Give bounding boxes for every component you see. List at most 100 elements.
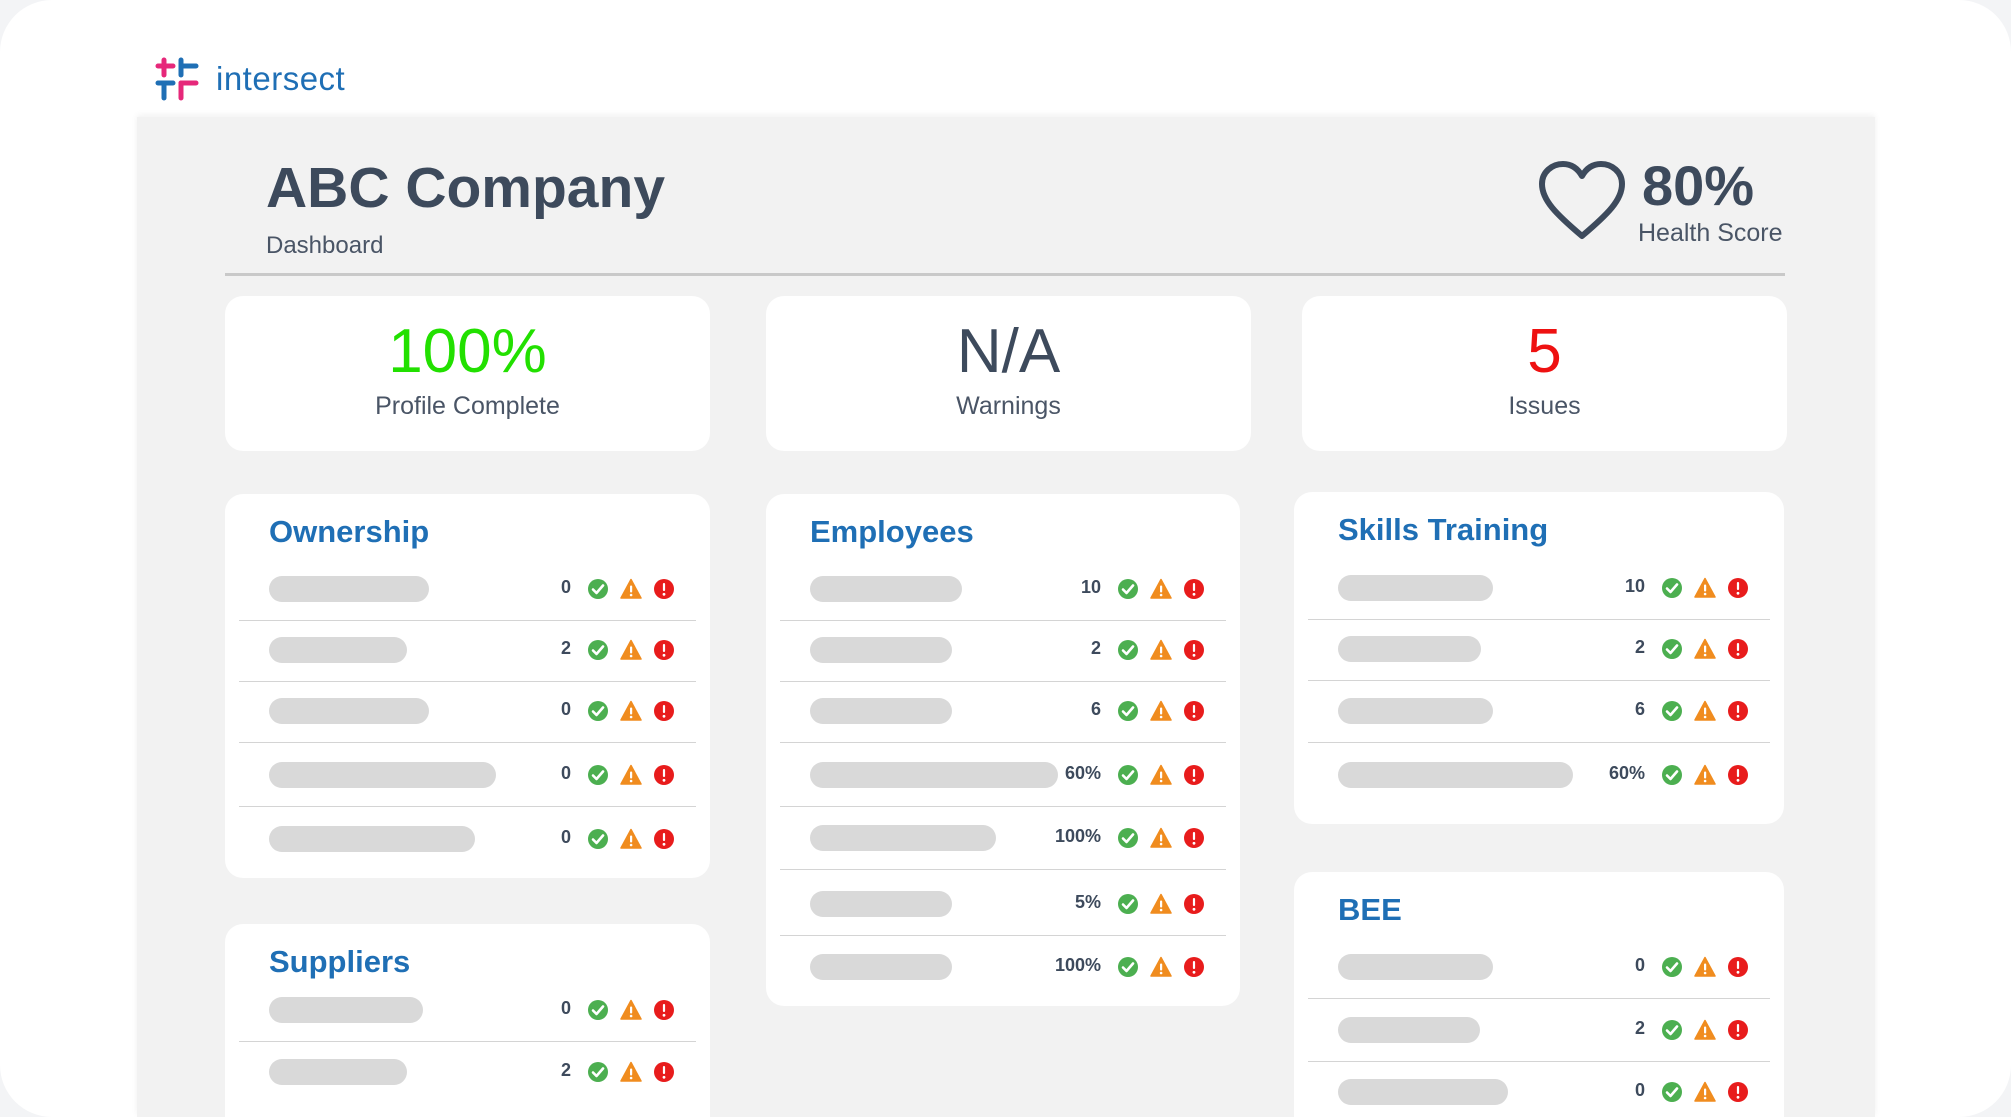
placeholder-label-bar: [810, 825, 996, 851]
stat-label: Issues: [1508, 392, 1581, 420]
placeholder-label-bar: [1338, 762, 1573, 788]
warning-triangle-icon: [1694, 577, 1716, 598]
row-value: 2: [1090, 638, 1101, 658]
check-circle-icon: [588, 579, 608, 599]
placeholder-label-bar: [810, 762, 1058, 788]
warning-triangle-icon: [620, 700, 642, 721]
check-circle-icon: [1662, 1082, 1682, 1102]
check-circle-icon: [588, 1000, 608, 1020]
error-circle-icon: [1184, 957, 1204, 977]
card-skills-training[interactable]: Skills Training 10 2 6 60%: [1294, 492, 1784, 824]
error-circle-icon: [1184, 701, 1204, 721]
list-item[interactable]: 0: [1308, 936, 1770, 999]
list-item[interactable]: 0: [1308, 1061, 1770, 1117]
list-item[interactable]: 10: [1308, 557, 1770, 620]
warning-triangle-icon: [1150, 639, 1172, 660]
check-circle-icon: [1662, 639, 1682, 659]
check-circle-icon: [588, 640, 608, 660]
list-item[interactable]: 6: [780, 680, 1226, 743]
row-value: 6: [1090, 699, 1101, 719]
error-circle-icon: [1184, 828, 1204, 848]
check-circle-icon: [1118, 765, 1138, 785]
card-suppliers[interactable]: Suppliers 0 2: [225, 924, 710, 1117]
list-item[interactable]: 2: [780, 619, 1226, 682]
card-ownership[interactable]: Ownership 0 2 0 0 0: [225, 494, 710, 878]
error-circle-icon: [1184, 765, 1204, 785]
placeholder-label-bar: [269, 1059, 407, 1085]
card-title: BEE: [1338, 892, 1402, 927]
card-title: Ownership: [269, 514, 430, 549]
placeholder-label-bar: [269, 576, 429, 602]
error-circle-icon: [1184, 640, 1204, 660]
card-bee[interactable]: BEE 0 2 0: [1294, 872, 1784, 1117]
list-item[interactable]: 0: [239, 744, 696, 807]
heart-icon: [1539, 161, 1625, 239]
warning-triangle-icon: [620, 1061, 642, 1082]
stat-label: Warnings: [956, 392, 1061, 420]
check-circle-icon: [1662, 957, 1682, 977]
row-value: 60%: [1608, 763, 1645, 783]
list-item[interactable]: 100%: [780, 936, 1226, 998]
card-employees[interactable]: Employees 10 2 6 60% 100% 5% 100%: [766, 494, 1240, 1006]
warning-triangle-icon: [1150, 893, 1172, 914]
stat-card-issues[interactable]: 5 Issues: [1302, 296, 1787, 451]
warning-triangle-icon: [1694, 1019, 1716, 1040]
error-circle-icon: [654, 829, 674, 849]
health-score-value: 80%: [1642, 154, 1755, 217]
warning-triangle-icon: [1150, 578, 1172, 599]
error-circle-icon: [1728, 578, 1748, 598]
list-item[interactable]: 2: [239, 619, 696, 682]
error-circle-icon: [1728, 765, 1748, 785]
card-title: Suppliers: [269, 944, 411, 979]
placeholder-label-bar: [269, 997, 423, 1023]
row-value: 100%: [1054, 955, 1101, 975]
list-item[interactable]: 2: [239, 1041, 696, 1103]
list-item[interactable]: 0: [239, 808, 696, 870]
list-item[interactable]: 2: [1308, 999, 1770, 1062]
placeholder-label-bar: [810, 576, 962, 602]
placeholder-label-bar: [269, 698, 429, 724]
header-divider: [225, 273, 1785, 276]
error-circle-icon: [1728, 1020, 1748, 1040]
check-circle-icon: [1662, 1020, 1682, 1040]
check-circle-icon: [588, 765, 608, 785]
placeholder-label-bar: [269, 637, 407, 663]
list-item[interactable]: 100%: [780, 807, 1226, 870]
intersect-logo-icon: [155, 57, 199, 101]
check-circle-icon: [1662, 701, 1682, 721]
list-item[interactable]: 0: [239, 680, 696, 743]
stat-card-warnings[interactable]: N/A Warnings: [766, 296, 1251, 451]
stat-value: 5: [1527, 317, 1562, 386]
stat-card-profile[interactable]: 100% Profile Complete: [225, 296, 710, 451]
page-title: ABC Company: [266, 156, 666, 220]
list-item[interactable]: 60%: [780, 744, 1226, 807]
list-item[interactable]: 60%: [1308, 744, 1770, 806]
placeholder-label-bar: [1338, 1079, 1508, 1105]
check-circle-icon: [1662, 765, 1682, 785]
brand-logo[interactable]: intersect: [150, 52, 345, 106]
list-item[interactable]: 6: [1308, 680, 1770, 743]
row-value: 2: [560, 638, 571, 658]
row-value: 0: [560, 763, 571, 783]
list-item[interactable]: 5%: [780, 873, 1226, 936]
check-circle-icon: [1118, 828, 1138, 848]
check-circle-icon: [1118, 579, 1138, 599]
list-item[interactable]: 10: [780, 558, 1226, 621]
row-value: 0: [560, 827, 571, 847]
check-circle-icon: [1662, 578, 1682, 598]
stat-label: Profile Complete: [375, 392, 560, 420]
check-circle-icon: [1118, 957, 1138, 977]
warning-triangle-icon: [620, 828, 642, 849]
placeholder-label-bar: [1338, 636, 1481, 662]
error-circle-icon: [1728, 1082, 1748, 1102]
warning-triangle-icon: [1694, 956, 1716, 977]
list-item[interactable]: 2: [1308, 618, 1770, 681]
placeholder-label-bar: [1338, 1017, 1480, 1043]
page-subtitle: Dashboard: [266, 232, 384, 259]
placeholder-label-bar: [810, 891, 952, 917]
list-item[interactable]: 0: [239, 558, 696, 621]
list-item[interactable]: 0: [239, 979, 696, 1042]
error-circle-icon: [654, 579, 674, 599]
row-value: 0: [560, 998, 571, 1018]
check-circle-icon: [588, 1062, 608, 1082]
